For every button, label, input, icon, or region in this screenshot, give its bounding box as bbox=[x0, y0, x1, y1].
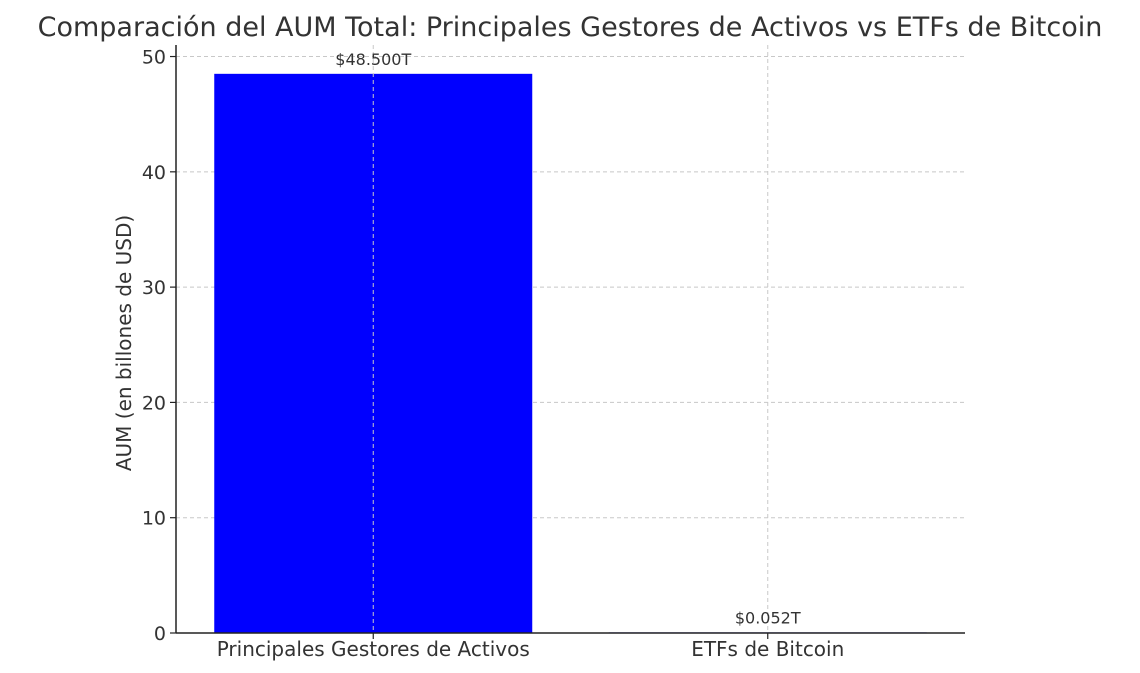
bar-value-label: $0.052T bbox=[735, 608, 801, 627]
chart-title: Comparación del AUM Total: Principales G… bbox=[38, 12, 1103, 43]
y-axis-label: AUM (en billones de USD) bbox=[112, 215, 136, 471]
y-tick-label: 50 bbox=[142, 47, 166, 69]
data-label-layer: $48.500T $0.052T bbox=[335, 50, 801, 628]
bar-layer bbox=[214, 73, 927, 633]
vertical-grid-layer bbox=[372, 45, 769, 633]
y-tick-label: 10 bbox=[142, 508, 166, 530]
bar-value-label: $48.500T bbox=[335, 50, 411, 69]
y-tick-layer: 0 10 20 30 40 50 bbox=[142, 47, 176, 645]
grid-layer bbox=[176, 56, 965, 519]
x-tick-label: ETFs de Bitcoin bbox=[691, 637, 844, 661]
y-tick-label: 30 bbox=[142, 277, 166, 299]
axis-layer bbox=[175, 45, 965, 634]
y-tick-label: 40 bbox=[142, 162, 166, 184]
x-tick-layer: Principales Gestores de Activos ETFs de B… bbox=[217, 633, 844, 661]
x-tick-label: Principales Gestores de Activos bbox=[217, 637, 530, 661]
y-tick-label: 0 bbox=[154, 623, 166, 645]
y-tick-label: 20 bbox=[142, 392, 166, 414]
